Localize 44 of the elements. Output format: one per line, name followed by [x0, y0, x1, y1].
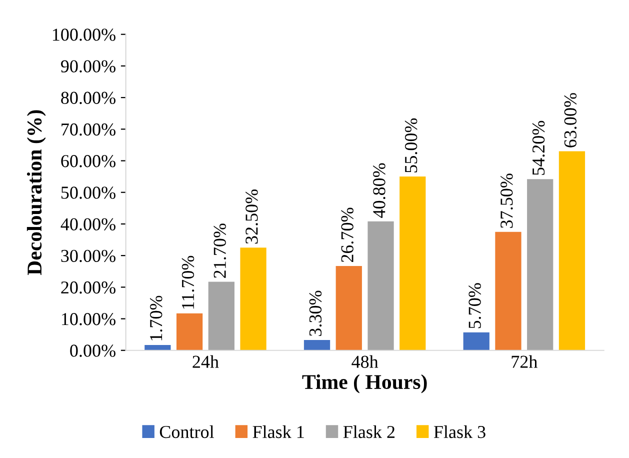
bar	[400, 176, 426, 350]
bar	[336, 266, 362, 350]
y-tick-label: 0.00%	[70, 344, 116, 357]
data-label: 54.20%	[532, 120, 545, 175]
data-label: 37.50%	[500, 174, 513, 228]
data-label: 40.80%	[373, 163, 386, 218]
bar	[304, 340, 330, 350]
data-label: 26.70%	[341, 208, 354, 262]
legend-label: Flask 3	[434, 425, 486, 438]
y-tick-label: 90.00%	[60, 60, 116, 72]
bar	[208, 282, 234, 350]
x-tick-label: 48h	[352, 355, 378, 368]
x-tick-label: 72h	[512, 355, 538, 368]
y-tick-label: 80.00%	[61, 92, 116, 104]
bar	[176, 313, 203, 350]
y-tick-label: 50.00%	[61, 186, 116, 199]
bar	[495, 232, 522, 350]
legend-label: Flask 1	[252, 425, 304, 438]
bar	[368, 221, 394, 350]
data-label: 63.00%	[564, 93, 577, 148]
y-tick-label: 20.00%	[61, 281, 116, 294]
y-tick-label: 10.00%	[62, 313, 116, 326]
data-label: 1.70%	[150, 296, 162, 340]
bar	[144, 345, 171, 350]
data-label: 11.70%	[182, 256, 194, 309]
bar	[527, 179, 554, 350]
y-tick-label: 60.00%	[61, 155, 116, 168]
bar	[558, 151, 586, 350]
legend-label: Flask 2	[343, 425, 395, 438]
data-label: 21.70%	[214, 224, 226, 278]
bar	[463, 332, 490, 350]
x-tick-label: 24h	[192, 355, 219, 368]
x-axis-title: Time ( Hours)	[302, 374, 427, 394]
data-label: 55.00%	[404, 118, 418, 172]
y-tick-label: 40.00%	[60, 218, 116, 230]
y-axis-title: Decolouration (%)	[26, 110, 46, 276]
data-label: 3.30%	[309, 290, 322, 336]
y-tick-label: 30.00%	[61, 250, 116, 262]
y-tick-label: 70.00%	[62, 123, 116, 136]
legend-label: Control	[160, 425, 214, 438]
data-label: 5.70%	[468, 283, 481, 328]
y-tick-label: 100.00%	[52, 28, 116, 41]
data-label: 32.50%	[246, 189, 258, 244]
bar	[240, 248, 266, 350]
